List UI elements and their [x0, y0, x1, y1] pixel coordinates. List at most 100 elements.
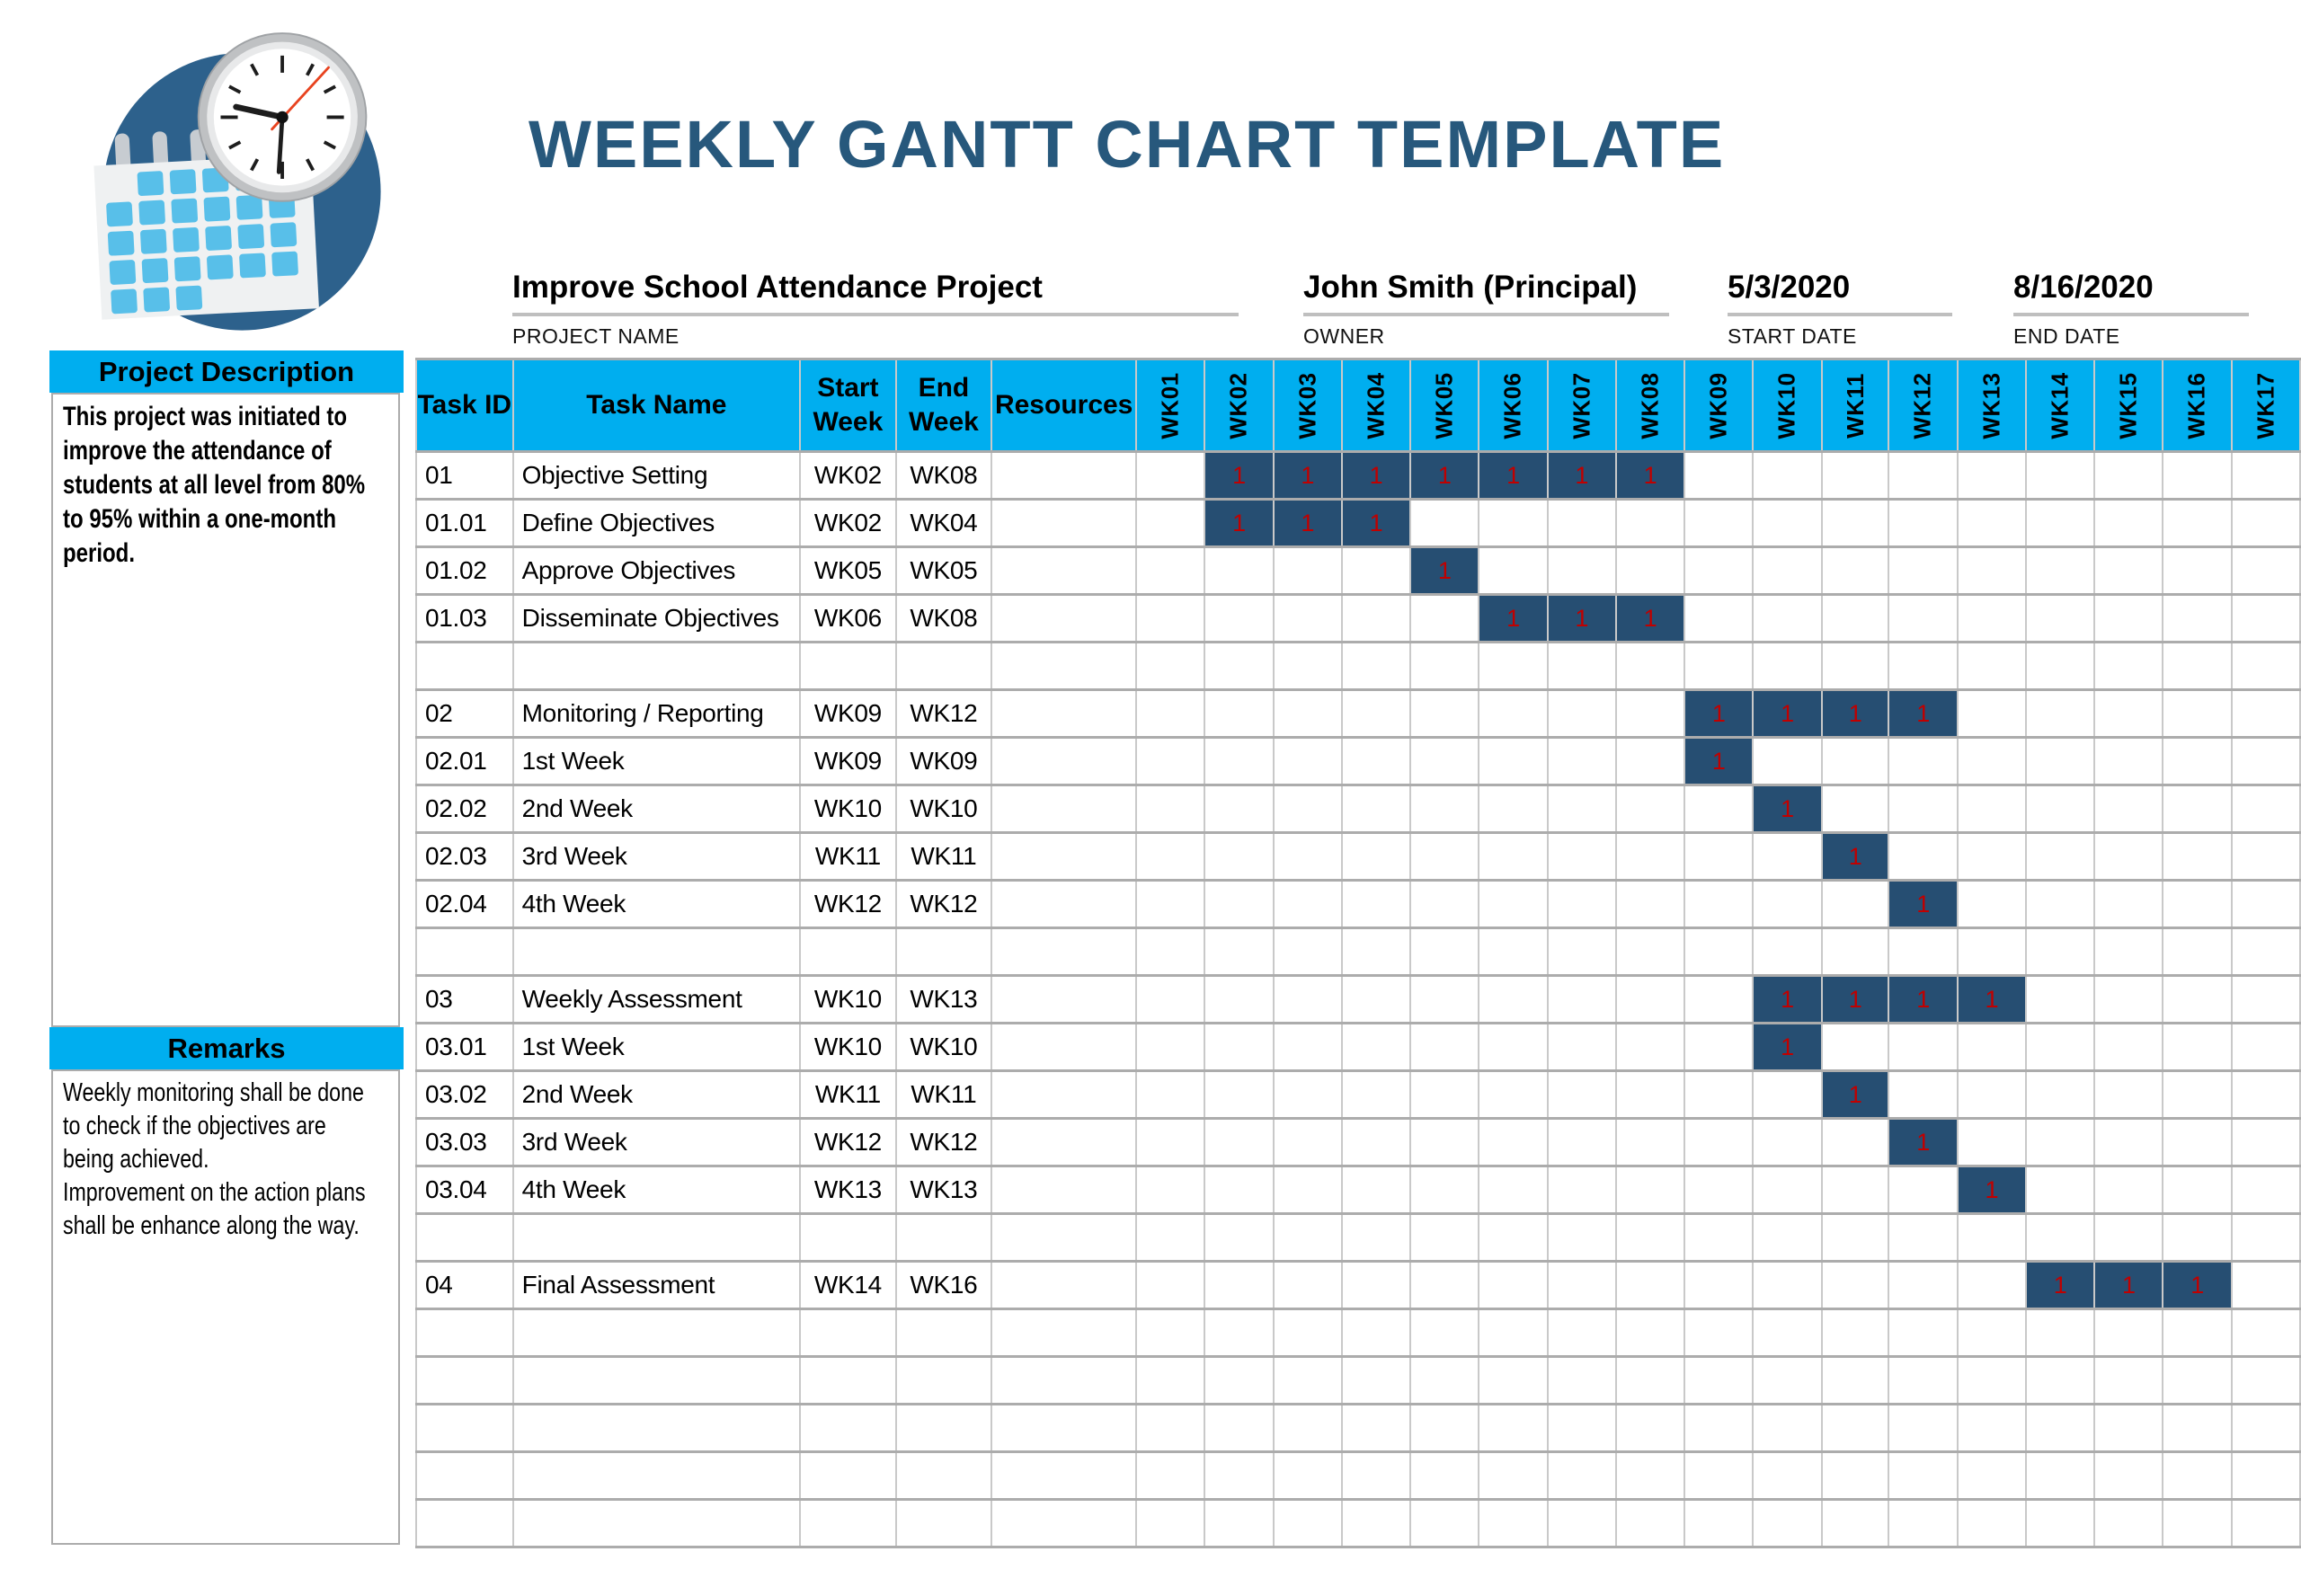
week-cell-wk06[interactable]: [1478, 927, 1549, 977]
gantt-bar-cell-wk08[interactable]: 1: [1614, 593, 1686, 643]
week-cell-wk17[interactable]: [2230, 641, 2301, 691]
week-cell-wk13[interactable]: [1956, 831, 2027, 882]
week-cell-wk02[interactable]: [1204, 736, 1275, 786]
week-cell-wk04[interactable]: [1340, 736, 1412, 786]
task-id-cell[interactable]: 03.03: [415, 1117, 514, 1167]
week-cell-wk10[interactable]: [1752, 1450, 1823, 1501]
start-week-cell[interactable]: WK02: [799, 498, 897, 548]
week-cell-wk11[interactable]: [1820, 1117, 1890, 1167]
task-name-cell[interactable]: [511, 1498, 802, 1548]
week-cell-wk01[interactable]: [1135, 498, 1206, 548]
start-week-cell[interactable]: WK13: [799, 1165, 897, 1215]
task-id-cell[interactable]: 02.03: [415, 831, 514, 882]
week-cell-wk05[interactable]: [1409, 1022, 1480, 1072]
week-cell-wk09[interactable]: [1684, 879, 1755, 929]
end-week-cell[interactable]: WK11: [894, 1069, 993, 1120]
week-cell-wk09[interactable]: [1684, 545, 1755, 596]
week-cell-wk12[interactable]: [1888, 1212, 1959, 1263]
week-cell-wk10[interactable]: [1752, 1117, 1823, 1167]
resources-cell[interactable]: [991, 450, 1138, 501]
week-cell-wk12[interactable]: [1888, 784, 1959, 834]
week-cell-wk08[interactable]: [1614, 641, 1686, 691]
week-cell-wk06[interactable]: [1478, 1308, 1549, 1358]
start-week-cell[interactable]: WK05: [799, 545, 897, 596]
week-cell-wk16[interactable]: [2162, 1165, 2233, 1215]
week-cell-wk09[interactable]: [1684, 927, 1755, 977]
week-cell-wk09[interactable]: [1684, 1022, 1755, 1072]
task-id-cell[interactable]: [415, 641, 514, 691]
week-cell-wk07[interactable]: [1546, 974, 1617, 1024]
task-name-cell[interactable]: 2nd Week: [511, 1069, 802, 1120]
week-cell-wk08[interactable]: [1614, 1403, 1686, 1453]
week-cell-wk07[interactable]: [1546, 1308, 1617, 1358]
gantt-bar-cell-wk06[interactable]: 1: [1478, 593, 1549, 643]
week-cell-wk09[interactable]: [1684, 593, 1755, 643]
week-cell-wk03[interactable]: [1272, 1308, 1343, 1358]
start-week-cell[interactable]: [799, 1355, 897, 1405]
week-cell-wk03[interactable]: [1272, 593, 1343, 643]
week-cell-wk16[interactable]: [2162, 1022, 2233, 1072]
week-cell-wk09[interactable]: [1684, 1069, 1755, 1120]
week-cell-wk13[interactable]: [1956, 688, 2027, 739]
week-cell-wk02[interactable]: [1204, 593, 1275, 643]
week-cell-wk11[interactable]: [1820, 1022, 1890, 1072]
resources-cell[interactable]: [991, 1403, 1138, 1453]
week-cell-wk07[interactable]: [1546, 1355, 1617, 1405]
week-cell-wk14[interactable]: [2024, 927, 2096, 977]
task-name-cell[interactable]: [511, 1403, 802, 1453]
week-cell-wk16[interactable]: [2162, 1498, 2233, 1548]
task-name-cell[interactable]: Weekly Assessment: [511, 974, 802, 1024]
week-cell-wk17[interactable]: [2230, 784, 2301, 834]
week-cell-wk15[interactable]: [2093, 1450, 2164, 1501]
gantt-bar-cell-wk10[interactable]: 1: [1752, 974, 1823, 1024]
week-cell-wk03[interactable]: [1272, 1117, 1343, 1167]
week-cell-wk04[interactable]: [1340, 1069, 1412, 1120]
task-id-cell[interactable]: [415, 1498, 514, 1548]
week-cell-wk12[interactable]: [1888, 736, 1959, 786]
week-cell-wk02[interactable]: [1204, 1069, 1275, 1120]
gantt-bar-cell-wk04[interactable]: 1: [1340, 450, 1412, 501]
week-cell-wk10[interactable]: [1752, 831, 1823, 882]
week-cell-wk14[interactable]: [2024, 1117, 2096, 1167]
end-week-cell[interactable]: WK12: [894, 1117, 993, 1167]
start-week-cell[interactable]: [799, 1450, 897, 1501]
week-cell-wk05[interactable]: [1409, 831, 1480, 882]
week-cell-wk03[interactable]: [1272, 736, 1343, 786]
week-cell-wk13[interactable]: [1956, 784, 2027, 834]
start-week-cell[interactable]: WK10: [799, 784, 897, 834]
week-cell-wk01[interactable]: [1135, 974, 1206, 1024]
week-cell-wk17[interactable]: [2230, 1212, 2301, 1263]
week-cell-wk08[interactable]: [1614, 1498, 1686, 1548]
task-name-cell[interactable]: Final Assessment: [511, 1260, 802, 1310]
week-cell-wk10[interactable]: [1752, 545, 1823, 596]
task-name-cell[interactable]: 2nd Week: [511, 784, 802, 834]
week-cell-wk08[interactable]: [1614, 1308, 1686, 1358]
week-cell-wk14[interactable]: [2024, 1355, 2096, 1405]
project-description-box[interactable]: This project was initiated to improve th…: [51, 393, 400, 1027]
week-cell-wk17[interactable]: [2230, 593, 2301, 643]
week-cell-wk11[interactable]: [1820, 498, 1890, 548]
week-cell-wk15[interactable]: [2093, 450, 2164, 501]
gantt-bar-cell-wk02[interactable]: 1: [1204, 498, 1275, 548]
task-name-cell[interactable]: [511, 1355, 802, 1405]
week-cell-wk14[interactable]: [2024, 1022, 2096, 1072]
week-cell-wk17[interactable]: [2230, 1355, 2301, 1405]
week-cell-wk07[interactable]: [1546, 688, 1617, 739]
task-name-cell[interactable]: [511, 1212, 802, 1263]
start-week-cell[interactable]: WK09: [799, 688, 897, 739]
week-cell-wk09[interactable]: [1684, 1450, 1755, 1501]
week-cell-wk17[interactable]: [2230, 831, 2301, 882]
week-cell-wk14[interactable]: [2024, 1403, 2096, 1453]
remarks-box[interactable]: Weekly monitoring shall be done to check…: [51, 1069, 400, 1545]
week-cell-wk09[interactable]: [1684, 1165, 1755, 1215]
task-id-cell[interactable]: 01.03: [415, 593, 514, 643]
task-id-cell[interactable]: [415, 1355, 514, 1405]
task-name-cell[interactable]: 3rd Week: [511, 831, 802, 882]
week-cell-wk03[interactable]: [1272, 1450, 1343, 1501]
week-cell-wk06[interactable]: [1478, 498, 1549, 548]
gantt-bar-cell-wk11[interactable]: 1: [1820, 688, 1890, 739]
start-week-cell[interactable]: [799, 927, 897, 977]
end-week-cell[interactable]: [894, 1355, 993, 1405]
end-week-cell[interactable]: [894, 1450, 993, 1501]
week-cell-wk17[interactable]: [2230, 1403, 2301, 1453]
